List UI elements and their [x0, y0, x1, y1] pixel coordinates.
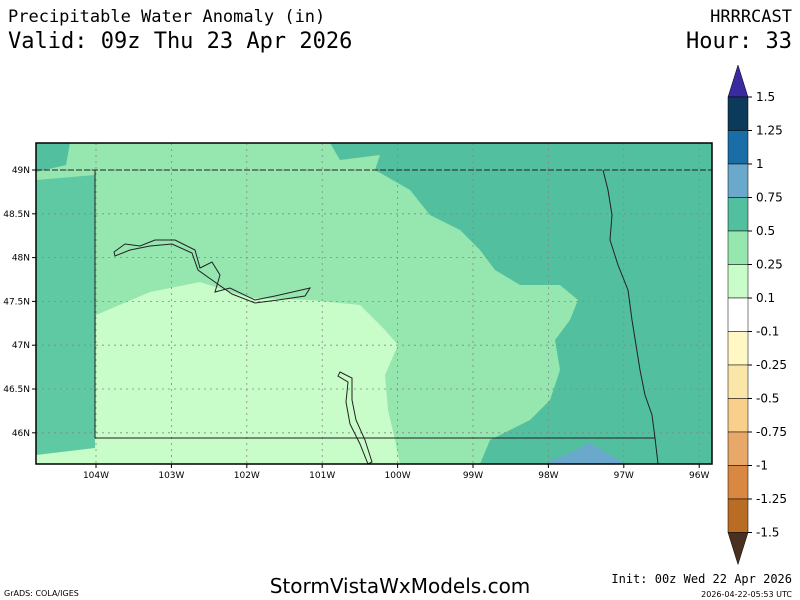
- colorbar-box: [727, 465, 749, 500]
- colorbar-label: 1.5: [756, 90, 775, 104]
- colorbar-box: [727, 130, 749, 165]
- lat-label: 46N: [12, 429, 30, 439]
- colorbar-label: -1.5: [756, 526, 779, 540]
- lon-label: 103W: [158, 471, 184, 481]
- lon-label: 98W: [538, 471, 558, 481]
- colorbar-box: [727, 297, 749, 332]
- lat-label: 47N: [12, 341, 30, 351]
- colorbar-label: -0.75: [756, 425, 787, 439]
- colorbar-label: -1: [756, 459, 768, 473]
- credit: GrADS: COLA/IGES: [4, 589, 79, 598]
- colorbar-label: 0.5: [756, 224, 775, 238]
- colorbar: 1.5 1.25 1 0.75 0.5 0.25 0.1 -0.1 -0.25 -0.5 -0.75…: [727, 64, 787, 566]
- colorbar-label: 0.25: [756, 258, 783, 272]
- model-name: HRRRCAST: [710, 7, 792, 27]
- colorbar-box: [727, 264, 749, 299]
- field-nw: [36, 143, 70, 172]
- timestamp: 2026-04-22-05:53 UTC: [701, 590, 792, 599]
- field-pale: [36, 282, 400, 464]
- forecast-hour: Hour: 33: [686, 29, 792, 54]
- lon-label: 101W: [309, 471, 335, 481]
- colorbar-box: [727, 163, 749, 198]
- colorbar-label: -0.1: [756, 325, 779, 339]
- colorbar-box: [727, 331, 749, 366]
- colorbar-label: 1.25: [756, 124, 783, 138]
- lat-label: 48N: [12, 254, 30, 264]
- colorbar-label: -0.25: [756, 358, 787, 372]
- colorbar-label: 0.75: [756, 191, 783, 205]
- colorbar-box: [727, 498, 749, 533]
- field-west: [36, 175, 95, 464]
- colorbar-cap-bottom: [727, 532, 749, 566]
- colorbar-box: [727, 398, 749, 433]
- colorbar-box: [727, 197, 749, 232]
- field-blue: [545, 443, 625, 464]
- lat-labels: 49N 48.5N 48N 47.5N 47N 46.5N 46N: [3, 166, 36, 439]
- colorbar-label: -0.5: [756, 392, 779, 406]
- colorbar-box: [727, 96, 749, 131]
- lon-label: 99W: [463, 471, 483, 481]
- title: Precipitable Water Anomaly (in): [8, 7, 325, 27]
- colorbar-label: 0.1: [756, 291, 775, 305]
- lon-labels: 104W 103W 102W 101W 100W 99W 98W 97W 96W: [83, 464, 709, 481]
- colorbar-cap-top: [727, 64, 749, 98]
- lat-label: 47.5N: [3, 297, 30, 307]
- borders: [36, 169, 712, 464]
- map-frame: [35, 142, 713, 465]
- colorbar-box: [727, 431, 749, 466]
- colorbar-label: 1: [756, 157, 764, 171]
- lat-label: 49N: [12, 166, 30, 176]
- valid-time: Valid: 09z Thu 23 Apr 2026: [8, 29, 352, 54]
- field-east: [330, 143, 712, 464]
- lon-label: 102W: [234, 471, 260, 481]
- lat-label: 48.5N: [3, 210, 30, 220]
- lon-label: 104W: [83, 471, 109, 481]
- map-fields: [36, 143, 712, 464]
- lat-label: 46.5N: [3, 385, 30, 395]
- colorbar-box: [727, 364, 749, 399]
- colorbar-label: -1.25: [756, 492, 787, 506]
- site-name: StormVistaWxModels.com: [270, 574, 531, 598]
- lon-label: 96W: [689, 471, 709, 481]
- colorbar-box: [727, 230, 749, 265]
- init-time: Init: 00z Wed 22 Apr 2026: [611, 572, 792, 586]
- lon-label: 97W: [614, 471, 634, 481]
- lon-label: 100W: [385, 471, 411, 481]
